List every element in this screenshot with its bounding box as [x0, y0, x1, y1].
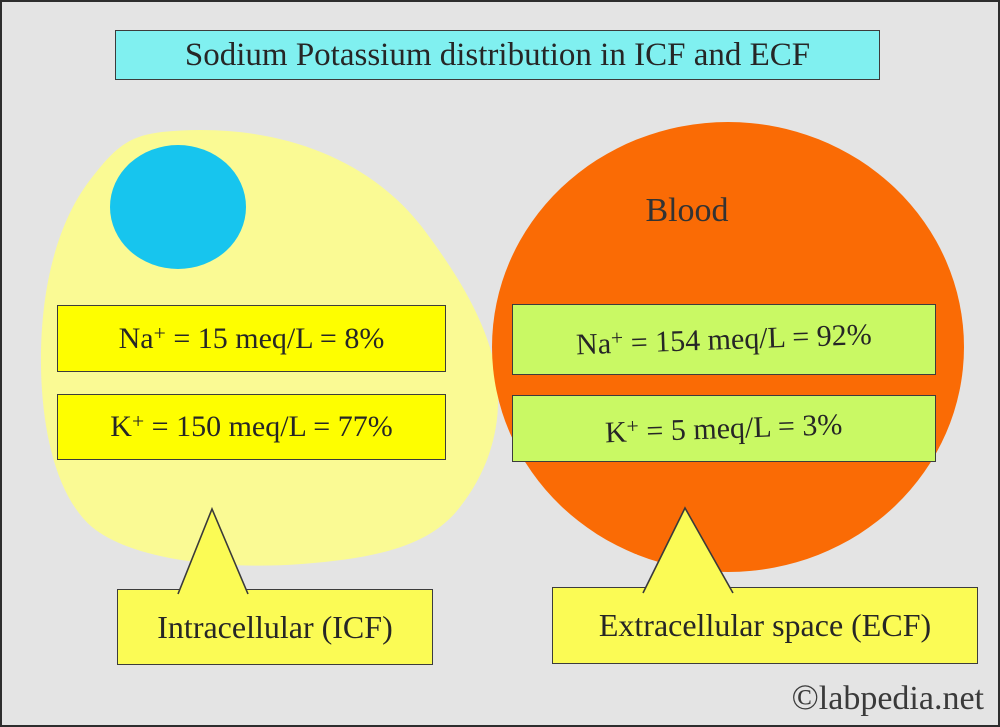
icf-callout-label: Intracellular (ICF)	[117, 589, 433, 665]
superscript-plus: +	[153, 320, 166, 345]
superscript-plus: +	[131, 409, 145, 434]
diagram-title: Sodium Potassium distribution in ICF and…	[115, 30, 880, 80]
icf-sodium-value-box: Na+ = 15 meq/L = 8%	[57, 305, 446, 372]
ecf-callout-label: Extracellular space (ECF)	[552, 587, 978, 664]
watermark: ©labpedia.net	[791, 676, 984, 718]
icf-sodium-value: Na+ = 15 meq/L = 8%	[118, 320, 385, 356]
watermark-text: labpedia.net	[818, 680, 984, 717]
ecf-potassium-value: K+ = 5 meq/L = 3%	[604, 407, 844, 450]
icf-potassium-value-box: K+ = 150 meq/L = 77%	[57, 394, 446, 460]
blood-label: Blood	[645, 192, 729, 229]
icf-potassium-value: K+ = 150 meq/L = 77%	[110, 409, 393, 444]
cell-nucleus-shape	[110, 145, 246, 269]
ecf-potassium-value-box: K+ = 5 meq/L = 3%	[512, 395, 936, 462]
ecf-sodium-value-box: Na+ = 154 meq/L = 92%	[512, 304, 936, 375]
ecf-sodium-value: Na+ = 154 meq/L = 92%	[575, 317, 873, 362]
copyright-icon: ©	[791, 677, 819, 717]
